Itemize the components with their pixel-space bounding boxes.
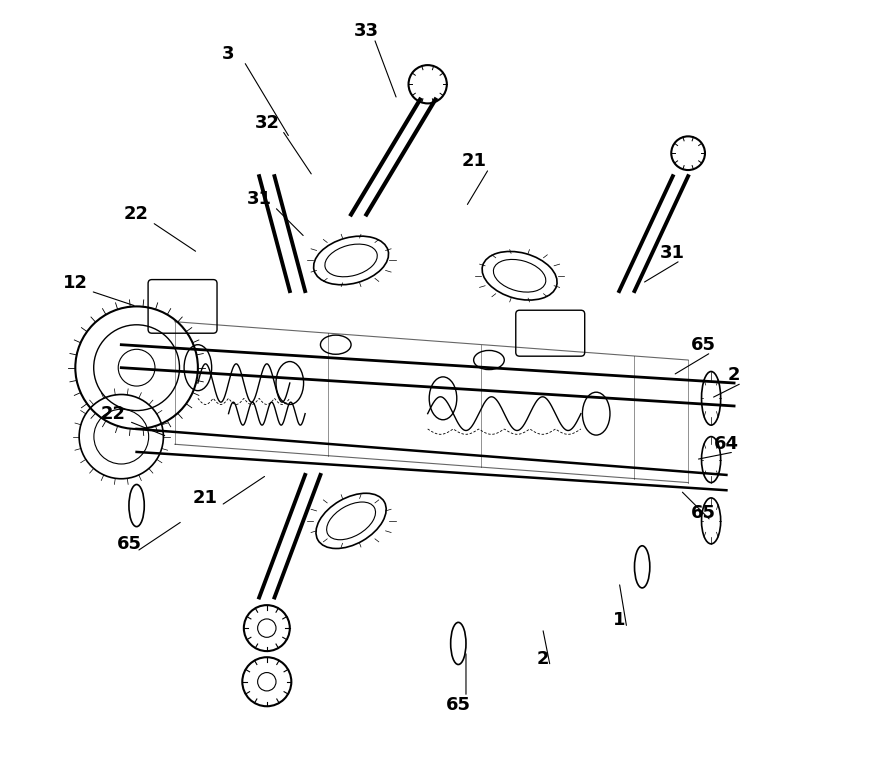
Text: 31: 31 — [660, 244, 685, 262]
Text: 3: 3 — [222, 44, 235, 63]
Text: 2: 2 — [536, 650, 548, 668]
Text: 65: 65 — [116, 535, 142, 553]
Text: 65: 65 — [691, 504, 716, 522]
Text: 22: 22 — [124, 205, 149, 224]
Text: 64: 64 — [714, 435, 739, 453]
Text: 32: 32 — [254, 113, 279, 132]
Text: 22: 22 — [101, 404, 126, 423]
Text: 21: 21 — [193, 489, 218, 507]
Text: 65: 65 — [691, 336, 716, 354]
Text: 31: 31 — [246, 190, 272, 208]
Text: 2: 2 — [727, 366, 741, 385]
Text: 33: 33 — [354, 21, 379, 40]
Text: 12: 12 — [63, 274, 88, 293]
Text: 65: 65 — [446, 696, 470, 714]
Text: 21: 21 — [461, 152, 486, 170]
Text: 1: 1 — [613, 611, 626, 630]
